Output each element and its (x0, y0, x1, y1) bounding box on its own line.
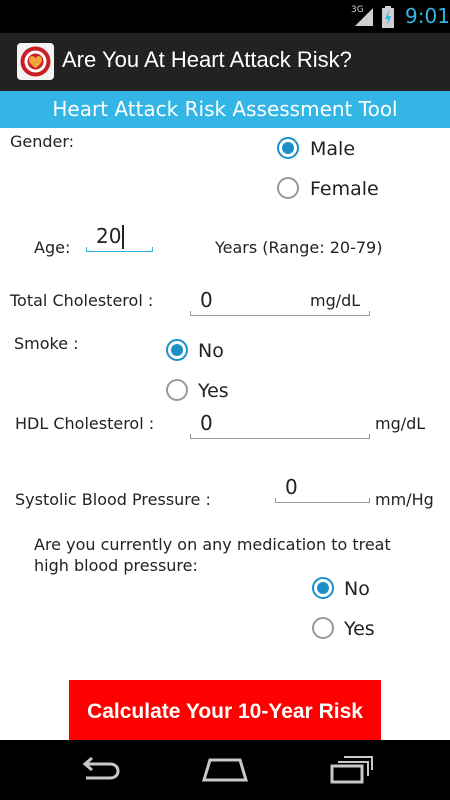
medication-yes-radio[interactable] (312, 617, 334, 639)
recent-apps-icon[interactable] (328, 754, 374, 784)
text-cursor (122, 225, 124, 249)
total-cholesterol-unit: mg/dL (310, 291, 361, 310)
total-cholesterol-label: Total Cholesterol : (10, 291, 154, 310)
hdl-cholesterol-unit: mg/dL (375, 414, 426, 433)
network-type: 3G (351, 5, 364, 15)
smoke-no-label[interactable]: No (198, 340, 224, 362)
back-icon[interactable] (78, 754, 122, 784)
hdl-cholesterol-input[interactable]: 0 (190, 409, 370, 439)
age-range-hint: Years (Range: 20-79) (215, 238, 383, 257)
medication-no-radio[interactable] (312, 577, 334, 599)
medication-yes-label[interactable]: Yes (344, 618, 375, 640)
heart-logo-icon[interactable] (17, 43, 54, 80)
hdl-cholesterol-label: HDL Cholesterol : (15, 414, 155, 433)
status-bar: 3G 9:01 (0, 0, 450, 33)
app-title: Are You At Heart Attack Risk? (62, 47, 352, 72)
battery-charging-icon (382, 6, 394, 28)
total-cholesterol-input[interactable]: 0 (190, 286, 370, 316)
systolic-bp-value: 0 (285, 475, 298, 499)
action-bar: Are You At Heart Attack Risk? (0, 33, 450, 91)
hdl-cholesterol-value: 0 (200, 411, 213, 435)
home-icon[interactable] (200, 754, 250, 784)
clock: 9:01 (405, 4, 450, 28)
systolic-bp-unit: mm/Hg (375, 490, 434, 509)
systolic-bp-label: Systolic Blood Pressure : (15, 490, 211, 509)
page-title: Heart Attack Risk Assessment Tool (0, 91, 450, 128)
total-cholesterol-value: 0 (200, 288, 213, 312)
medication-question: Are you currently on any medication to t… (34, 535, 391, 575)
smoke-label: Smoke : (14, 334, 79, 353)
form-container: Gender: Male Female Age: 20 Years (Range… (0, 128, 450, 740)
age-label: Age: (34, 238, 71, 257)
systolic-bp-input[interactable]: 0 (275, 473, 370, 503)
gender-male-radio[interactable] (277, 137, 299, 159)
gender-female-radio[interactable] (277, 177, 299, 199)
signal-icon (355, 8, 373, 26)
age-value: 20 (96, 224, 122, 248)
age-input[interactable]: 20 (86, 222, 153, 252)
smoke-no-radio[interactable] (166, 339, 188, 361)
gender-female-label[interactable]: Female (310, 178, 379, 200)
calculate-risk-button[interactable]: Calculate Your 10-Year Risk (69, 680, 381, 740)
gender-male-label[interactable]: Male (310, 138, 356, 160)
smoke-yes-label[interactable]: Yes (198, 380, 229, 402)
smoke-yes-radio[interactable] (166, 379, 188, 401)
gender-label: Gender: (10, 132, 75, 151)
medication-no-label[interactable]: No (344, 578, 370, 600)
navigation-bar (0, 740, 450, 800)
